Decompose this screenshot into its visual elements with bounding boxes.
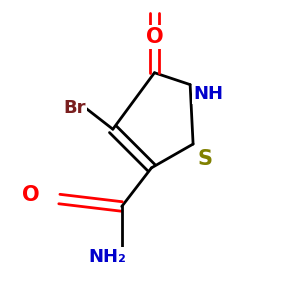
Text: O: O — [146, 27, 163, 47]
Text: NH: NH — [193, 85, 223, 103]
Text: S: S — [197, 149, 212, 169]
Text: Br: Br — [63, 99, 86, 117]
Text: NH₂: NH₂ — [88, 248, 126, 266]
Text: O: O — [22, 184, 40, 205]
